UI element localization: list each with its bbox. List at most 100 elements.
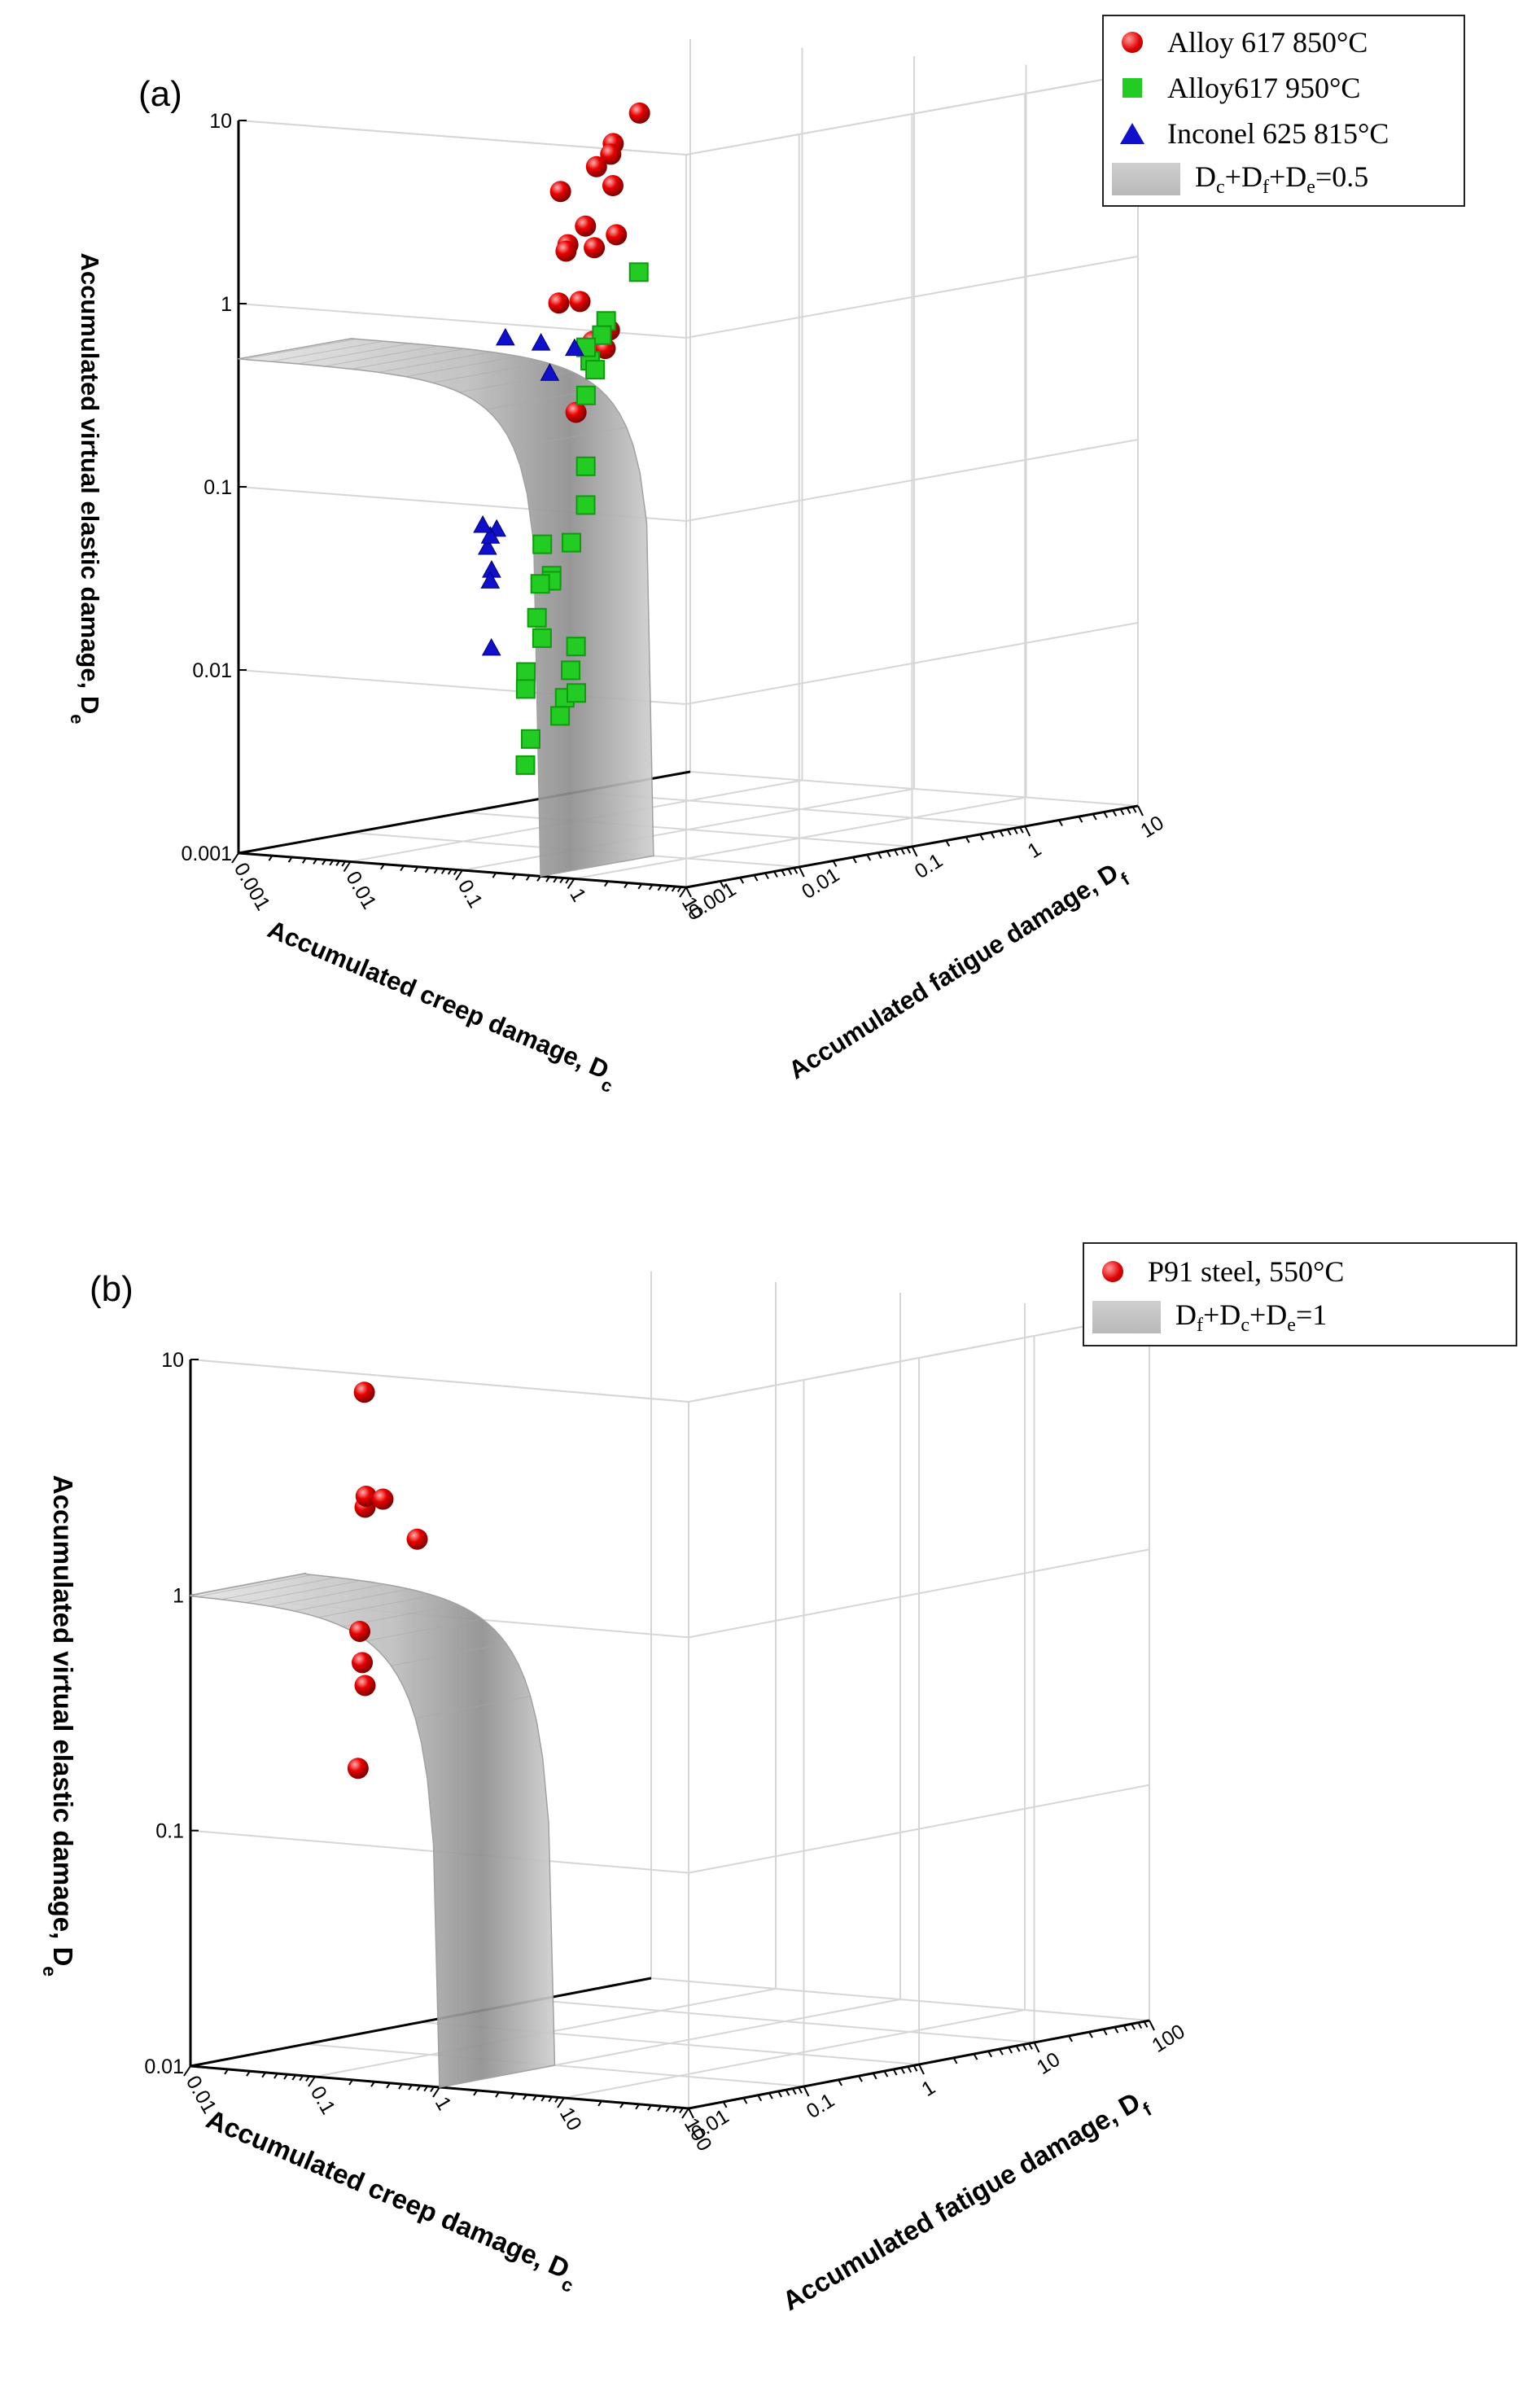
chart-a-x-minor-tick	[440, 868, 446, 874]
chart-a-y-tick	[798, 866, 805, 878]
chart-a-surface-mesh-line	[243, 338, 357, 360]
chart-b-x-tick	[183, 2065, 191, 2077]
chart-a-y-tick-label: 0.01	[798, 864, 843, 904]
chart-b-surface-mesh-line	[190, 1573, 306, 1596]
chart-a-x-tick	[343, 860, 352, 873]
chart-a-z-tick-label: 1	[221, 293, 232, 316]
chart-b-y-minor-tick	[1028, 2042, 1033, 2050]
chart-a-x-minor-tick	[414, 866, 419, 873]
chart-a-sphere-point	[628, 102, 650, 124]
chart-b-y-minor-tick	[742, 2097, 748, 2104]
chart-a-z-axis-title: Accumulated virtual elastic damage, De	[68, 252, 105, 724]
chart-b-x-minor-tick	[261, 2072, 266, 2078]
chart-a-x-minor-tick	[329, 860, 335, 866]
chart-b-x-minor-tick	[423, 2086, 429, 2092]
chart-a-y-minor-tick	[965, 836, 970, 843]
chart-a-x-minor-tick	[604, 881, 609, 887]
chart-a-x-minor-tick	[424, 867, 430, 873]
chart-b-surface-mesh-line	[439, 2064, 555, 2088]
chart-a-sphere-point	[600, 143, 622, 165]
chart-b-y-minor-tick	[912, 2064, 918, 2072]
chart-a-cube-point	[566, 637, 586, 657]
chart-a-sphere-point	[584, 237, 606, 259]
chart-a-surface-mesh-line	[238, 338, 352, 360]
chart-a-grid-floor-y	[689, 771, 1139, 807]
chart-b-y-minor-tick	[883, 2070, 889, 2077]
chart-a-y-tick	[1024, 825, 1031, 837]
legend-item-3: Dc+Df+De=0.5	[1104, 156, 1464, 202]
chart-b-x-tick-label: 10	[555, 2104, 586, 2134]
chart-b-x-minor-tick	[291, 2074, 297, 2081]
chart-a-sphere-point	[575, 215, 597, 237]
chart-a-y-minor-tick	[793, 867, 799, 874]
chart-b-y-tick	[688, 2108, 694, 2119]
chart-b-y-minor-tick	[1008, 2047, 1013, 2054]
chart-b-grid-wall-z	[688, 1784, 1150, 1874]
chart-b-y-minor-tick	[907, 2066, 912, 2073]
chart-a-y-tick-label: 1	[1024, 838, 1046, 863]
chart-a-x-minor-tick	[433, 868, 439, 874]
chart-a-surface-mesh-line	[432, 361, 546, 383]
chart-a-y-minor-tick	[906, 847, 912, 854]
chart-b-x-minor-tick	[540, 2095, 546, 2102]
chart-b-sphere-point	[354, 1675, 376, 1697]
chart-a-triangle-point	[540, 363, 560, 381]
chart-a-sphere-point	[548, 292, 570, 314]
chart-b-x-minor-tick	[283, 2073, 288, 2080]
chart-b-sphere-point	[372, 1488, 394, 1510]
chart-b-x-tick-label: 0.1	[306, 2082, 340, 2118]
legend-item-1: Df+Dc+De=1	[1084, 1294, 1516, 1340]
chart-b-y-minor-tick	[838, 2079, 842, 2086]
sphere-legend-icon	[1104, 32, 1161, 53]
chart-b-y-tick	[803, 2086, 810, 2097]
chart-b-x-minor-tick	[619, 2102, 624, 2108]
chart-a-y-minor-tick	[1131, 806, 1137, 813]
chart-a-cube-point	[562, 532, 582, 553]
chart-b-sphere-point	[355, 1485, 377, 1507]
chart-a-x-minor-tick	[553, 877, 558, 883]
surface-legend-icon	[1104, 163, 1188, 195]
chart-a-triangle-point	[480, 571, 501, 589]
chart-a-surface-mesh-line	[270, 340, 384, 362]
chart-a-x-minor-tick	[671, 886, 676, 892]
chart-a-x-minor-tick	[301, 857, 307, 864]
chart-a-surface-mesh-line	[297, 343, 411, 365]
chart-b-y-tick-label: 1	[917, 2076, 939, 2101]
chart-a-triangle-point	[531, 333, 551, 351]
chart-a-sphere-point	[555, 240, 577, 262]
chart-a-y-minor-tick	[900, 847, 905, 855]
chart-b-y-minor-tick	[1131, 2023, 1136, 2030]
chart-a-y-minor-tick	[945, 839, 951, 847]
chart-a-x-minor-tick	[492, 872, 497, 878]
chart-a-cube-point	[628, 262, 649, 282]
chart-b-y-minor-tick	[1122, 2025, 1128, 2032]
chart-a-x-minor-tick	[657, 885, 663, 891]
chart-a-y-minor-tick	[894, 849, 899, 856]
chart-a-x-minor-tick	[313, 858, 317, 865]
chart-a-grid-wall-z	[685, 439, 1139, 522]
chart-a-box-edge	[685, 72, 1139, 155]
chart-a-x-minor-tick	[545, 876, 550, 882]
chart-b-x-tick	[681, 2108, 689, 2119]
chart-b-y-minor-tick	[791, 2088, 797, 2095]
chart-b-x-minor-tick	[672, 2107, 678, 2113]
chart-a-x-axis-title: Accumulated creep damage, Dc	[260, 915, 623, 1097]
chart-a-surface-mesh-line	[540, 855, 654, 877]
chart-b-y-minor-tick	[768, 2092, 773, 2099]
chart-b-y-tick	[1149, 2020, 1155, 2031]
chart-a-x-tick	[679, 887, 687, 898]
chart-a-x-minor-tick	[536, 875, 541, 882]
chart-b-surface-mesh-line	[196, 1574, 313, 1597]
chart-a-z-tick-label: 0.1	[203, 476, 232, 499]
chart-a-cube-point	[516, 662, 536, 682]
chart-b-y-tick	[918, 2064, 925, 2075]
chart-b-box-edge	[688, 1313, 1150, 1403]
chart-a-x-tick-label: 0.1	[453, 876, 488, 912]
chart-a-y-minor-tick	[1119, 808, 1125, 816]
chart-b-y-minor-tick	[1102, 2029, 1108, 2036]
chart-a-x-tick	[567, 878, 575, 890]
chart-a-y-tick	[685, 887, 692, 898]
chart-a-y-minor-tick	[1013, 827, 1018, 834]
chart-b-surface-mesh-line	[294, 1588, 409, 1612]
chart-a-y-tick-label: 0.001	[685, 878, 740, 924]
